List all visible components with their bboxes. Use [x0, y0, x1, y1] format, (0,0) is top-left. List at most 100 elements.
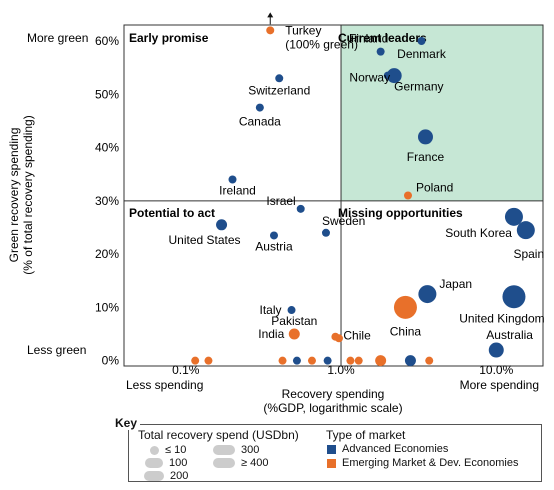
key-size-label: 200 — [170, 470, 189, 482]
point-label: Austria — [255, 239, 293, 253]
key-size-label: ≥ 400 — [241, 457, 269, 469]
point-label: Sweden — [322, 214, 365, 228]
key-type-label: Emerging Market & Dev. Economies — [342, 457, 519, 469]
leaders-quadrant-bg — [341, 25, 543, 201]
point-label: Australia — [486, 328, 533, 342]
key-size-item: ≤ 10 — [150, 444, 186, 456]
x-end-label-left: Less spending — [126, 378, 203, 392]
data-point — [307, 356, 316, 365]
quadrant-title-potential-to-act: Potential to act — [129, 206, 215, 220]
point-label: Japan — [439, 277, 472, 291]
advanced-square-icon — [327, 444, 336, 454]
x-axis-title-line: (%GDP, logarithmic scale) — [263, 401, 402, 415]
point-label-line: Israel — [266, 194, 295, 208]
key-type-label: Advanced Economies — [342, 443, 449, 455]
point-label-line: Italy — [260, 303, 282, 317]
data-point — [346, 356, 355, 365]
size-bubble-icon — [213, 458, 235, 468]
data-point — [376, 47, 385, 56]
y-end-label-bottom: Less green — [27, 343, 86, 357]
size-bubble-icon — [150, 445, 159, 455]
key-box — [128, 424, 542, 482]
point-label-line: Poland — [416, 181, 453, 195]
data-point — [296, 204, 305, 213]
point-label-line: Germany — [394, 80, 443, 94]
point-label-line: Chile — [343, 329, 371, 343]
point-label-line: United Kingdom — [459, 312, 544, 326]
key-type-item-advanced: Advanced Economies — [327, 443, 448, 455]
data-point — [354, 356, 363, 365]
point-label: United Kingdom — [459, 312, 544, 326]
data-point — [275, 74, 284, 83]
point-label: Israel — [266, 194, 295, 208]
point-label: United States — [169, 233, 241, 247]
key-title: Key — [112, 416, 141, 430]
data-point — [292, 356, 301, 365]
point-label: Spain — [513, 247, 544, 261]
point-label-line: France — [407, 150, 445, 164]
point-label-line: India — [258, 327, 284, 341]
point-label: Canada — [239, 115, 281, 129]
point-label-line: Canada — [239, 115, 281, 129]
y-tick-label: 40% — [95, 141, 119, 155]
data-point — [191, 356, 200, 365]
data-point — [504, 207, 523, 226]
data-point — [425, 356, 434, 365]
data-point — [404, 355, 416, 367]
data-point — [228, 175, 237, 184]
data-point — [516, 221, 535, 240]
point-label-line: Finland — [349, 32, 388, 46]
point-label: Poland — [416, 181, 453, 195]
point-label: Pakistan — [271, 314, 317, 328]
data-point — [417, 129, 433, 145]
data-point — [386, 68, 402, 84]
quadrant-title-missing-opportunities: Missing opportunities — [338, 206, 463, 220]
point-label-line: South Korea — [445, 226, 512, 240]
key-size-item: 200 — [144, 470, 188, 482]
point-label: Norway — [349, 71, 390, 85]
data-point — [502, 285, 526, 309]
point-label: Italy — [260, 303, 282, 317]
y-tick-label: 50% — [95, 87, 119, 101]
key-size-item: 100 — [145, 457, 187, 469]
data-point — [266, 26, 275, 35]
key-size-item: ≥ 400 — [213, 457, 268, 469]
size-bubble-icon — [213, 445, 235, 455]
emerging-square-icon — [327, 458, 336, 468]
point-label: Denmark — [397, 47, 447, 61]
data-point — [216, 219, 228, 231]
data-point — [321, 228, 330, 237]
key-size-title: Total recovery spend (USDbn) — [138, 428, 299, 442]
y-tick-label: 0% — [102, 354, 120, 368]
x-tick-label: 1.0% — [327, 363, 355, 377]
y-axis-title: Green recovery spending (% of total recov… — [7, 115, 35, 274]
point-label: Turkey (100% green) — [285, 23, 358, 51]
point-label-line: Australia — [486, 328, 533, 342]
data-point — [204, 356, 213, 365]
y-tick-label: 10% — [95, 300, 119, 314]
data-point — [290, 330, 299, 339]
scatter-chart: Early promise Current leaders Potential … — [7, 12, 545, 415]
y-axis-title-line: Green recovery spending — [7, 128, 21, 263]
point-label: Germany — [394, 80, 443, 94]
data-point — [323, 356, 332, 365]
point-label: Switzerland — [248, 83, 310, 97]
key-size-label: 100 — [169, 457, 188, 469]
point-label-line: Turkey — [285, 23, 321, 37]
point-label-line: Austria — [255, 239, 293, 253]
data-point — [287, 306, 296, 315]
x-tick-label: 0.1% — [172, 363, 200, 377]
x-tick-label: 10.0% — [479, 363, 513, 377]
x-end-label-right: More spending — [460, 378, 539, 392]
point-label-line: China — [390, 324, 422, 338]
point-label: Ireland — [219, 184, 256, 198]
data-point — [375, 355, 387, 367]
data-point — [278, 356, 287, 365]
data-point — [255, 103, 264, 112]
key-size-label: 300 — [241, 444, 260, 456]
point-label-line: (100% green) — [285, 37, 358, 51]
point-label: China — [390, 324, 422, 338]
point-label: Finland — [349, 32, 388, 46]
data-point — [269, 231, 278, 240]
quadrant-title-early-promise: Early promise — [129, 31, 209, 45]
